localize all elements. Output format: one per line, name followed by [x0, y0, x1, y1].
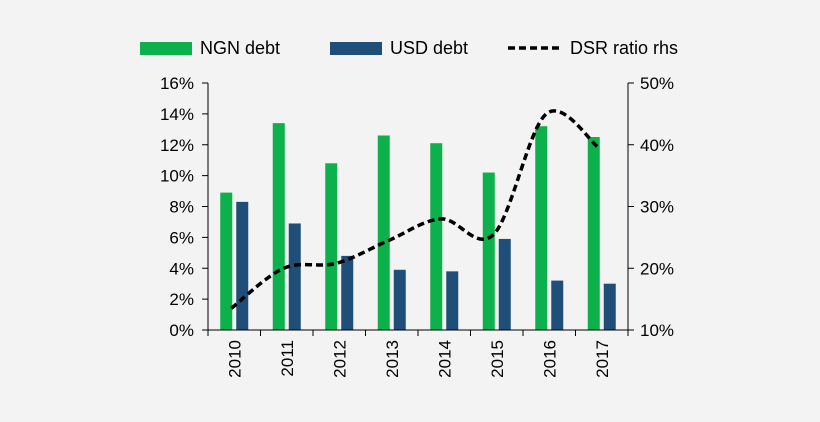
x-tick-label: 2014	[435, 340, 454, 378]
left-tick-label: 8%	[169, 198, 194, 217]
bar-ngn-debt-2015	[482, 172, 495, 330]
legend-swatch-usd-debt	[330, 42, 382, 55]
left-tick-label: 0%	[169, 321, 194, 340]
bar-usd-debt-2017	[603, 283, 616, 330]
right-tick-label: 10%	[640, 321, 674, 340]
bars	[220, 123, 616, 330]
left-tick-label: 2%	[169, 290, 194, 309]
bar-ngn-debt-2011	[272, 123, 285, 330]
x-tick-label: 2017	[593, 340, 612, 378]
bar-usd-debt-2016	[551, 280, 564, 330]
bar-usd-debt-2012	[341, 255, 354, 330]
bar-usd-debt-2011	[288, 223, 301, 330]
bar-ngn-debt-2017	[587, 137, 600, 330]
right-tick-label: 20%	[640, 259, 674, 278]
x-tick-label: 2015	[488, 340, 507, 378]
legend: NGN debt USD debt DSR ratio rhs	[140, 38, 678, 58]
legend-label-dsr-ratio-rhs: DSR ratio rhs	[570, 38, 678, 58]
bar-ngn-debt-2016	[535, 126, 548, 330]
legend-label-ngn-debt: NGN debt	[200, 38, 280, 58]
x-tick-label: 2010	[225, 340, 244, 378]
axes: 0% 2% 4% 6% 8% 10% 12% 14% 16% 10% 20% 30% 40% 50% 201…	[160, 74, 674, 378]
right-tick-label: 40%	[640, 136, 674, 155]
bar-usd-debt-2015	[498, 238, 511, 330]
left-tick-label: 16%	[160, 74, 194, 93]
right-tick-label: 30%	[640, 198, 674, 217]
x-tick-label: 2013	[383, 340, 402, 378]
left-tick-label: 14%	[160, 105, 194, 124]
legend-swatch-ngn-debt	[140, 42, 192, 55]
bar-ngn-debt-2014	[430, 143, 443, 330]
left-tick-label: 10%	[160, 167, 194, 186]
right-tick-label: 50%	[640, 74, 674, 93]
bar-usd-debt-2014	[446, 271, 459, 330]
x-tick-label: 2016	[540, 340, 559, 378]
left-tick-label: 6%	[169, 228, 194, 247]
bar-ngn-debt-2012	[325, 163, 338, 330]
left-tick-label: 4%	[169, 259, 194, 278]
bar-usd-debt-2010	[236, 201, 249, 330]
x-tick-label: 2012	[330, 340, 349, 378]
legend-label-usd-debt: USD debt	[390, 38, 468, 58]
bar-ngn-debt-2013	[377, 135, 390, 330]
bar-usd-debt-2013	[393, 269, 406, 330]
left-tick-label: 12%	[160, 136, 194, 155]
x-tick-label: 2011	[278, 340, 297, 377]
bar-ngn-debt-2010	[220, 192, 233, 330]
